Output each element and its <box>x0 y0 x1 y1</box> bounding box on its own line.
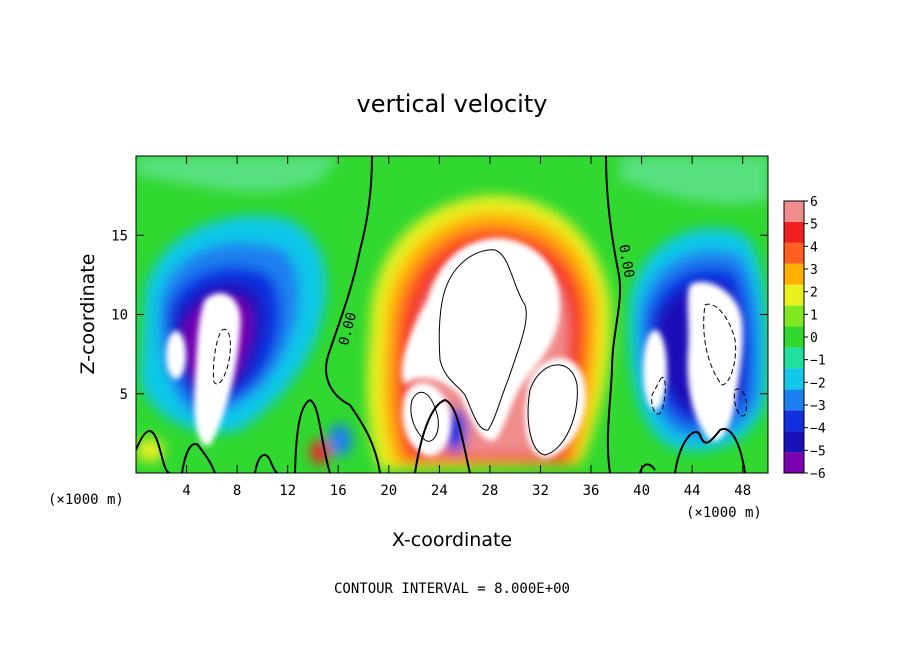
x-tick-label: 32 <box>532 483 549 499</box>
y-axis: 5 10 15 <box>111 228 768 403</box>
colorbar-tick-label: 6 <box>810 195 818 210</box>
colorbar-swatch <box>784 201 804 222</box>
colorbar-tick-label: −6 <box>810 467 826 482</box>
colorbar-tick-label: −3 <box>810 399 826 414</box>
colorbar-tick-label: −1 <box>810 354 826 369</box>
x-axis: 4 8 12 16 20 24 28 32 36 40 44 48 <box>182 156 751 499</box>
dashed-contours <box>212 303 748 417</box>
contour-label-right: 0.00 <box>615 243 637 279</box>
x-tick-label: 28 <box>481 483 498 499</box>
y-axis-label: Z-coordinate <box>77 254 99 375</box>
colorbar-tick-label: 0 <box>810 331 818 346</box>
x-tick-label: 16 <box>330 483 347 499</box>
x-unit-label-left: (×1000 m) <box>48 492 124 508</box>
colorbar-swatch <box>784 221 804 243</box>
colorbar-tick-label: 1 <box>810 308 818 323</box>
x-unit-label-right: (×1000 m) <box>686 505 762 521</box>
x-tick-label: 48 <box>734 483 751 499</box>
colorbar-swatch <box>784 431 804 453</box>
colorbar-swatch <box>784 242 804 264</box>
colorbar-tick-label: −2 <box>810 376 826 391</box>
x-tick-label: 40 <box>633 483 650 499</box>
x-tick-label: 8 <box>233 483 241 499</box>
colorbar-swatch <box>784 305 804 327</box>
inner-contours <box>410 249 578 456</box>
y-tick-label: 5 <box>120 387 128 403</box>
colorbar-swatch <box>784 347 804 369</box>
colorbar-tick-label: 4 <box>810 240 818 255</box>
heatmap-field <box>136 156 768 473</box>
y-tick-label: 15 <box>111 228 128 244</box>
x-tick-label: 4 <box>182 483 190 499</box>
x-tick-label: 44 <box>684 483 701 499</box>
y-tick-label: 10 <box>111 308 128 324</box>
x-tick-label: 24 <box>431 483 448 499</box>
colorbar: 6 5 4 3 2 1 0 −1 −2 −3 −4 −5 −6 <box>783 195 826 482</box>
colorbar-swatch <box>784 326 804 348</box>
x-tick-label: 36 <box>583 483 600 499</box>
colorbar-tick-label: 2 <box>810 286 818 301</box>
colorbar-swatch <box>784 389 804 411</box>
colorbar-swatch <box>784 368 804 390</box>
colorbar-swatch <box>784 284 804 306</box>
colorbar-swatch <box>784 410 804 432</box>
colorbar-tick-label: 3 <box>810 263 818 278</box>
contour-interval-note: CONTOUR INTERVAL = 8.000E+00 <box>334 581 570 597</box>
colorbar-tick-label: −5 <box>810 444 826 459</box>
x-axis-label: X-coordinate <box>392 529 512 551</box>
colorbar-swatch <box>784 452 804 473</box>
colorbar-swatch <box>784 263 804 285</box>
chart-title: vertical velocity <box>357 90 548 118</box>
x-tick-label: 12 <box>279 483 296 499</box>
x-tick-label: 20 <box>380 483 397 499</box>
colorbar-tick-label: −4 <box>810 422 826 437</box>
colorbar-tick-label: 5 <box>810 218 818 233</box>
zero-contours <box>136 156 746 473</box>
